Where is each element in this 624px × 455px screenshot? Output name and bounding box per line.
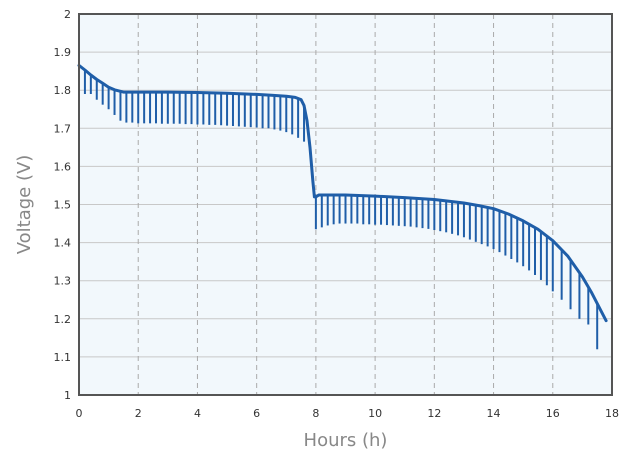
y-tick-label: 2 xyxy=(64,8,71,21)
y-axis-title: Voltage (V) xyxy=(14,155,35,255)
y-tick-label: 1.6 xyxy=(54,160,72,173)
x-tick-label: 6 xyxy=(253,407,260,420)
x-axis-title: Hours (h) xyxy=(304,430,388,451)
x-tick-label: 8 xyxy=(312,407,319,420)
y-tick-label: 1.5 xyxy=(54,199,72,212)
x-tick-label: 4 xyxy=(194,407,201,420)
y-tick-label: 1.2 xyxy=(54,313,72,326)
y-tick-label: 1.1 xyxy=(54,351,72,364)
y-tick-label: 1.3 xyxy=(54,275,72,288)
y-tick-label: 1 xyxy=(64,389,71,402)
plot-frame xyxy=(78,13,613,396)
x-tick-label: 2 xyxy=(135,407,142,420)
y-tick-label: 1.9 xyxy=(54,46,72,59)
y-tick-label: 1.7 xyxy=(54,122,72,135)
pulse-marks xyxy=(83,70,599,350)
x-tick-label: 18 xyxy=(605,407,619,420)
y-axis-tick-labels: 1 1.1 1.2 1.3 1.4 1.5 1.6 1.7 1.8 1.9 2 xyxy=(54,8,72,402)
x-tick-label: 12 xyxy=(427,407,441,420)
voltage-series-line xyxy=(77,63,608,323)
x-tick-label: 16 xyxy=(546,407,560,420)
horizontal-gridlines xyxy=(79,51,612,358)
y-tick-label: 1.8 xyxy=(54,84,72,97)
x-tick-label: 0 xyxy=(76,407,83,420)
x-tick-label: 14 xyxy=(487,407,501,420)
y-tick-label: 1.4 xyxy=(54,237,72,250)
x-axis-tick-labels: 0 2 4 6 8 10 12 14 16 18 xyxy=(76,407,620,420)
x-tick-label: 10 xyxy=(368,407,382,420)
